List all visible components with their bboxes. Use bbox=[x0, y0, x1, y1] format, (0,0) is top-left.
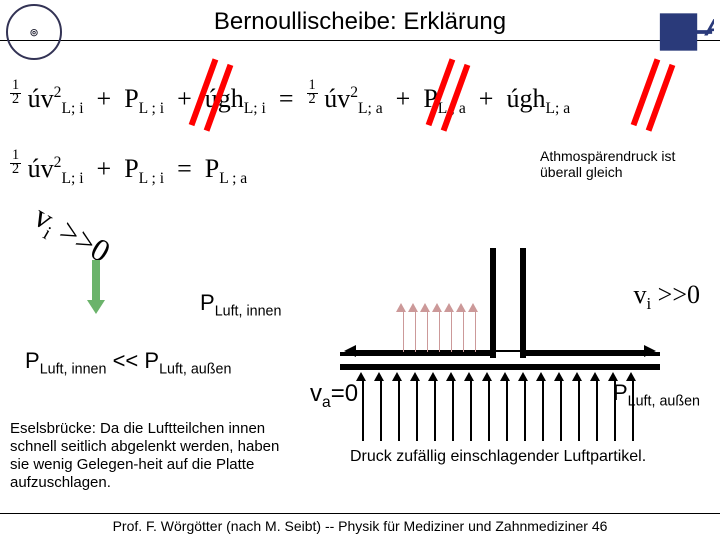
p-inner-label: PLuft, innen bbox=[200, 290, 281, 319]
pressure-inequality: PLuft, innen << PLuft, außen bbox=[25, 348, 231, 377]
svg-text:A: A bbox=[704, 15, 714, 42]
outer-air-arrow bbox=[432, 372, 438, 441]
header-rule bbox=[0, 40, 720, 41]
outer-air-arrow bbox=[396, 372, 402, 441]
va-zero-label: va=0 bbox=[310, 380, 358, 412]
atmospheric-note: Athmospärendruck ist überall gleich bbox=[540, 148, 700, 180]
outer-air-arrow bbox=[594, 372, 600, 441]
outer-air-arrow bbox=[378, 372, 384, 441]
slide-title: Bernoullischeibe: Erklärung bbox=[0, 8, 720, 36]
inner-air-arrow bbox=[400, 303, 406, 352]
institute-logo: A bbox=[658, 4, 714, 60]
outer-air-arrow bbox=[558, 372, 564, 441]
tube-wall bbox=[520, 248, 526, 358]
tube-wall bbox=[490, 248, 496, 358]
inner-air-arrow bbox=[472, 303, 478, 352]
strike-mark bbox=[631, 58, 676, 131]
eselsbruecke-text: Eselsbrücke: Da die Luftteilchen innen s… bbox=[10, 420, 280, 492]
inner-air-arrow bbox=[460, 303, 466, 352]
inner-air-arrow bbox=[424, 303, 430, 352]
plate-bar bbox=[340, 352, 490, 356]
outer-air-arrow bbox=[522, 372, 528, 441]
inner-air-arrow bbox=[448, 303, 454, 352]
uni-seal-logo: ◎ bbox=[6, 4, 62, 60]
inner-air-arrow bbox=[436, 303, 442, 352]
footer-text: Prof. F. Wörgötter (nach M. Seibt) -- Ph… bbox=[0, 513, 720, 534]
vi-rotated-label: vi >>0 bbox=[25, 197, 117, 274]
green-arrow-icon bbox=[90, 260, 102, 314]
plate-bar bbox=[340, 364, 660, 370]
vi-double-arrow bbox=[354, 350, 646, 352]
outer-air-arrow bbox=[504, 372, 510, 441]
equation-1: 12 úv2L; i + PL ; i + úghL; i = 12 úv2L;… bbox=[10, 78, 570, 118]
equation-2: 12 úv2L; i + PL ; i = PL ; a bbox=[10, 148, 247, 188]
outer-air-arrow bbox=[414, 372, 420, 441]
p-outer-label: PLuft, außen bbox=[613, 380, 700, 409]
outer-air-arrow bbox=[450, 372, 456, 441]
outer-air-arrow bbox=[468, 372, 474, 441]
outer-air-arrow bbox=[486, 372, 492, 441]
druck-text: Druck zufällig einschlagender Luftpartik… bbox=[350, 448, 646, 466]
inner-air-arrow bbox=[412, 303, 418, 352]
outer-air-arrow bbox=[360, 372, 366, 441]
outer-air-arrow bbox=[576, 372, 582, 441]
outer-air-arrow bbox=[540, 372, 546, 441]
vi-right-label: vi >>0 bbox=[633, 280, 700, 314]
plate-bar bbox=[526, 352, 660, 356]
